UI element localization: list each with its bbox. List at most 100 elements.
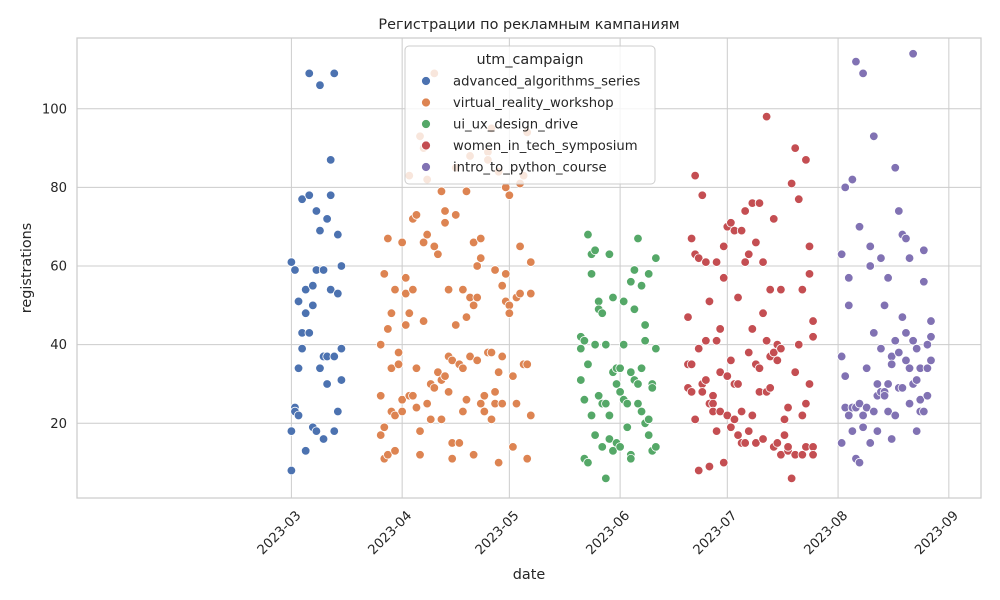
data-point [686, 359, 697, 370]
legend-item: intro_to_python_course [421, 161, 607, 176]
data-point [501, 269, 511, 279]
data-point [854, 398, 865, 409]
data-point [751, 438, 761, 448]
data-point [293, 296, 304, 307]
data-point [697, 190, 708, 200]
data-point [779, 430, 790, 440]
data-point [836, 351, 847, 362]
data-point [886, 434, 897, 444]
legend-label: ui_ux_design_drive [453, 118, 578, 133]
data-point [336, 261, 347, 271]
data-point [765, 383, 775, 393]
data-point [583, 359, 593, 370]
data-point [740, 206, 750, 216]
legend-item: women_in_tech_symposium [421, 139, 638, 154]
data-point [436, 414, 447, 425]
data-point [397, 395, 407, 405]
data-point [876, 253, 886, 263]
data-point [647, 383, 657, 393]
data-point [790, 143, 800, 153]
data-point [876, 343, 886, 354]
data-point [636, 280, 647, 291]
data-point [622, 398, 632, 409]
data-point [786, 178, 797, 189]
data-point [869, 406, 879, 417]
data-point [443, 284, 454, 295]
data-point [522, 453, 532, 464]
data-point [476, 253, 486, 263]
data-point [401, 273, 411, 283]
x-axis-label: date [513, 567, 546, 583]
data-point [526, 288, 536, 299]
data-point [286, 257, 297, 267]
data-point [644, 414, 654, 425]
data-point [458, 284, 468, 295]
data-point [683, 312, 693, 322]
data-point [879, 391, 890, 401]
data-point [604, 410, 615, 421]
data-point [329, 426, 339, 436]
data-point [418, 237, 429, 248]
data-point [447, 453, 457, 464]
data-point [515, 241, 525, 252]
data-point [776, 284, 786, 295]
series-ui_ux_design_drive [576, 229, 661, 484]
data-point [733, 430, 743, 440]
data-point [715, 367, 725, 377]
data-point [883, 379, 893, 389]
data-point [429, 383, 440, 393]
data-point [708, 398, 718, 409]
data-point [858, 68, 868, 79]
data-point [615, 442, 625, 452]
data-point [383, 233, 393, 244]
data-point [744, 347, 754, 358]
data-point [300, 308, 311, 318]
data-point [333, 229, 343, 240]
data-point [490, 265, 500, 275]
data-point [651, 442, 661, 452]
data-point [401, 288, 411, 299]
data-point [904, 253, 915, 263]
data-point [443, 387, 454, 397]
legend-label: women_in_tech_symposium [453, 139, 638, 154]
data-point [422, 229, 432, 240]
data-point [747, 410, 758, 421]
data-point [451, 210, 461, 220]
series-advanced_algorithms_series [286, 68, 347, 476]
data-point [376, 430, 386, 440]
data-point [879, 300, 890, 311]
data-point [436, 186, 447, 197]
y-tick-label: 100 [42, 102, 67, 117]
data-point [325, 190, 336, 200]
data-point [629, 304, 640, 314]
data-point [390, 410, 400, 421]
data-point [883, 273, 893, 283]
data-point [711, 257, 722, 267]
data-point [379, 422, 389, 432]
data-point [586, 410, 597, 421]
legend-marker [421, 140, 431, 151]
data-point [836, 438, 847, 448]
data-point [593, 296, 604, 307]
data-point [740, 438, 750, 448]
data-point [590, 339, 600, 350]
data-point [376, 391, 386, 401]
data-point [897, 312, 908, 322]
data-point [526, 410, 536, 421]
data-point [769, 214, 779, 224]
data-point [694, 343, 704, 354]
data-point [300, 284, 311, 295]
data-point [297, 343, 307, 354]
data-point [493, 457, 504, 468]
series-intro_to_python_course [836, 49, 936, 468]
data-point [776, 343, 786, 354]
data-point [783, 442, 793, 452]
data-point [744, 426, 754, 436]
legend-marker [421, 97, 431, 108]
data-point [797, 284, 808, 295]
data-point [583, 457, 593, 468]
data-point [844, 273, 854, 283]
y-axis-label: registrations [19, 223, 35, 314]
data-point [601, 398, 611, 409]
data-point [894, 347, 904, 358]
